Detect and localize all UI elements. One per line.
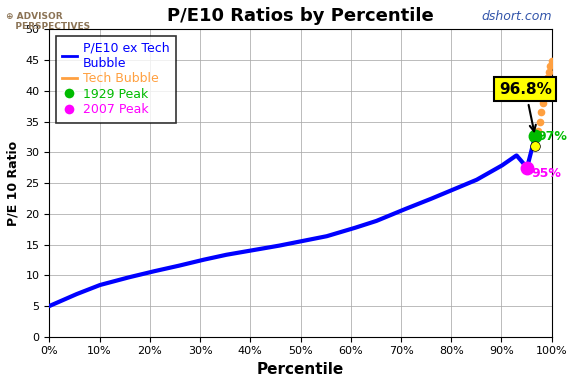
X-axis label: Percentile: Percentile bbox=[257, 362, 344, 377]
Y-axis label: P/E 10 Ratio: P/E 10 Ratio bbox=[7, 141, 20, 225]
Text: 96.8%: 96.8% bbox=[499, 82, 552, 131]
Text: dshort.com: dshort.com bbox=[481, 10, 552, 23]
Title: P/E10 Ratios by Percentile: P/E10 Ratios by Percentile bbox=[167, 7, 434, 25]
Text: 95%: 95% bbox=[532, 167, 562, 180]
Legend: P/E10 ex Tech
Bubble, Tech Bubble, 1929 Peak, 2007 Peak: P/E10 ex Tech Bubble, Tech Bubble, 1929 … bbox=[56, 36, 176, 122]
Text: 97%: 97% bbox=[537, 130, 567, 143]
Text: ⊕ ADVISOR
   PERSPECTIVES: ⊕ ADVISOR PERSPECTIVES bbox=[6, 12, 90, 31]
